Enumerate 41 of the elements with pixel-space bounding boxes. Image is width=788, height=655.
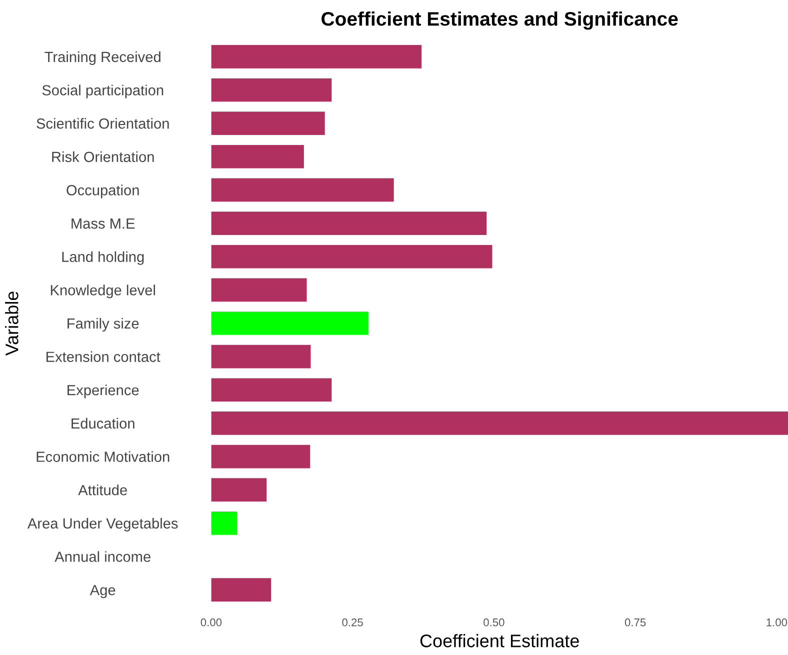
bar (211, 244, 492, 268)
y-axis-title: Variable (5, 292, 18, 356)
y-tick-label: Training Received (44, 51, 160, 65)
y-tick-label: Economic Motivation (36, 451, 170, 462)
y-tick-label: Annual income (54, 551, 150, 562)
bar (211, 344, 311, 368)
y-tick-label: Education (72, 418, 134, 429)
bar (211, 378, 332, 402)
x-tick-label: 0.50 (484, 618, 504, 626)
bar (211, 444, 310, 468)
y-tick-label: Knowledge level (50, 284, 155, 298)
bar (211, 178, 394, 202)
y-tick-label: Experience (68, 384, 139, 398)
x-tick-label: 0.25 (342, 618, 363, 626)
bar (211, 144, 304, 168)
bar (211, 212, 487, 235)
y-tick-label: Extension contact (46, 351, 160, 362)
bar (211, 478, 267, 502)
x-tick-label: 0.00 (200, 618, 222, 626)
bar (211, 112, 325, 135)
y-tick-label: Risk Orientation (52, 151, 154, 162)
bar (211, 512, 238, 535)
bar (211, 312, 368, 335)
bar (211, 412, 788, 435)
x-axis-title: Coefficient Estimate (420, 634, 579, 648)
y-tick-label: Social participation (42, 84, 164, 98)
y-tick-label: Family size (68, 318, 139, 332)
chart-title: Coefficient Estimates and Significance (322, 11, 678, 30)
bar (211, 45, 422, 68)
y-tick-label: Attitude (78, 484, 127, 496)
y-tick-label: Age (90, 585, 116, 598)
x-tick-label: 0.75 (624, 618, 646, 626)
y-tick-label: Land holding (62, 251, 144, 265)
y-tick-label: Area Under Vegetables (27, 518, 178, 532)
bar (211, 78, 332, 102)
x-tick-label: 1.00 (766, 618, 788, 626)
y-tick-label: Mass M.E (72, 218, 135, 229)
y-tick-label: Scientific Orientation (36, 118, 169, 129)
y-tick-label: Occupation (66, 184, 139, 198)
bar (211, 278, 307, 302)
bar (211, 578, 272, 602)
